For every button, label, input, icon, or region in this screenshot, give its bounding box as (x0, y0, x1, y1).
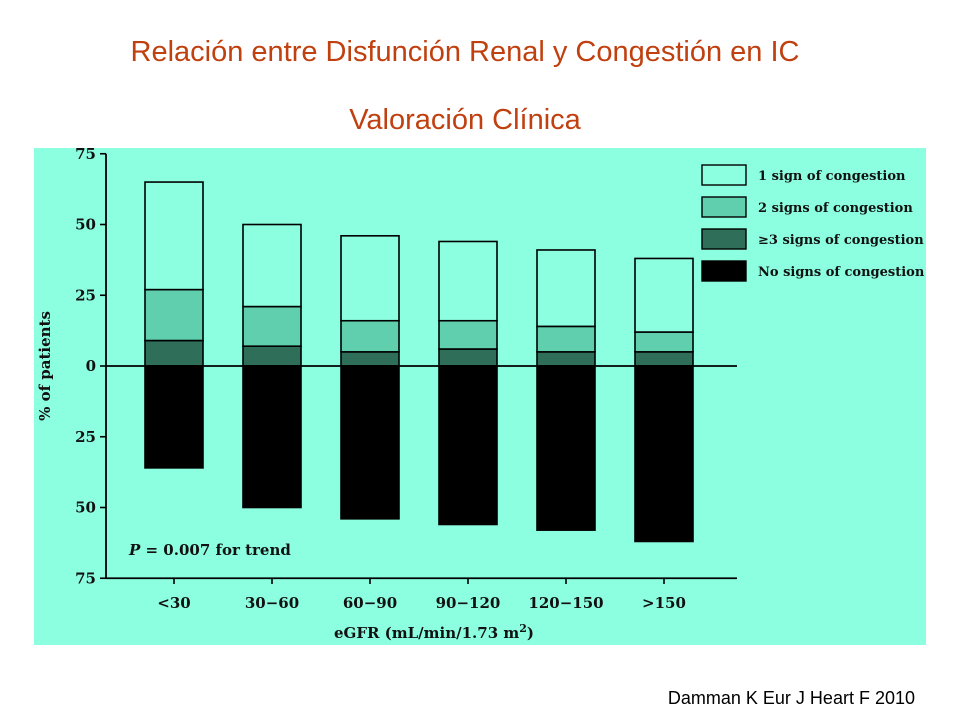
bar-three-signs-4 (536, 351, 596, 367)
bar-no-signs-1 (242, 365, 302, 509)
legend-swatch (701, 228, 747, 250)
y-axis-title: % of patients (36, 311, 54, 421)
bar-one-sign-2 (340, 235, 400, 322)
bar-one-sign-3 (438, 240, 498, 322)
bars-group (144, 181, 694, 543)
trend-annotation: P = 0.007 for trend (128, 541, 291, 559)
y-tick-label: 75 (75, 569, 96, 587)
x-axis-title: eGFR (mL/min/1.73 m2) (334, 622, 534, 642)
legend-label: No signs of congestion (758, 265, 925, 280)
x-tick-label: 90−120 (436, 594, 501, 612)
bar-three-signs-2 (340, 351, 400, 367)
legend-swatch (701, 164, 747, 186)
bar-no-signs-5 (634, 365, 694, 543)
bar-one-sign-1 (242, 223, 302, 308)
bar-three-signs-5 (634, 351, 694, 367)
x-tick-label: <30 (157, 594, 190, 612)
stacked-bar-chart: <30 30−60 60−90 90−120 120−150 >150 75 50 25 0 25 5… (36, 148, 925, 642)
bar-no-signs-4 (536, 365, 596, 531)
bar-three-signs-1 (242, 345, 302, 367)
bar-one-sign-5 (634, 257, 694, 333)
x-tick-label: >150 (642, 594, 686, 612)
x-title-end: ) (527, 624, 534, 642)
legend-label: ≥3 signs of congestion (758, 233, 924, 248)
bar-two-signs-3 (438, 319, 498, 350)
legend-swatch (701, 260, 747, 282)
y-tick-label: 25 (75, 428, 96, 446)
bar-two-signs-4 (536, 325, 596, 353)
bar-two-signs-1 (242, 305, 302, 347)
x-title-main: eGFR (mL/min/1.73 m (334, 624, 519, 642)
p-value-text: = 0.007 for trend (140, 541, 291, 559)
slide-title: Relación entre Disfunción Renal y Conges… (130, 36, 800, 68)
bar-two-signs-2 (340, 319, 400, 353)
x-title-sup: 2 (519, 622, 527, 635)
y-tick-label: 50 (75, 499, 96, 517)
y-tick-label: 50 (75, 216, 96, 234)
x-tick-label: 30−60 (245, 594, 299, 612)
legend-swatch (701, 196, 747, 218)
bar-one-sign-0 (144, 181, 204, 291)
bar-two-signs-5 (634, 331, 694, 353)
chart-panel: <30 30−60 60−90 90−120 120−150 >150 75 50 25 0 25 5… (34, 148, 926, 645)
legend-label: 2 signs of congestion (758, 201, 913, 216)
bar-no-signs-3 (438, 365, 498, 526)
x-tick-label: 120−150 (528, 594, 603, 612)
bar-no-signs-2 (340, 365, 400, 520)
bar-three-signs-0 (144, 339, 204, 367)
legend-label: 1 sign of congestion (758, 169, 906, 184)
y-tick-label: 75 (75, 148, 96, 163)
bar-one-sign-4 (536, 249, 596, 328)
citation: Damman K Eur J Heart F 2010 (667, 688, 915, 708)
axes-group: <30 30−60 60−90 90−120 120−150 >150 75 50 25 0 25 5… (75, 148, 737, 612)
y-tick-label: 0 (86, 357, 96, 375)
bar-three-signs-3 (438, 348, 498, 367)
bar-two-signs-0 (144, 288, 204, 342)
legend: 1 sign of congestion 2 signs of congestio… (701, 164, 925, 282)
slide-subtitle: Valoración Clínica (349, 104, 581, 136)
x-tick-label: 60−90 (343, 594, 397, 612)
y-tick-label: 25 (75, 286, 96, 304)
p-symbol: P (128, 541, 141, 559)
bar-no-signs-0 (144, 365, 204, 469)
